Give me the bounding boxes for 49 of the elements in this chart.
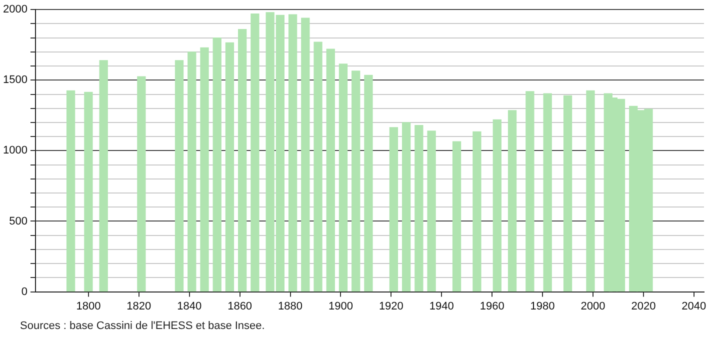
bar [137, 76, 146, 292]
bar [389, 127, 398, 292]
bar [288, 14, 298, 292]
y-tick-label: 2000 [2, 4, 28, 16]
bar [99, 60, 108, 292]
bar [452, 141, 462, 292]
y-tick-label: 0 [21, 286, 28, 298]
x-tick-label: 2040 [682, 300, 706, 312]
bar [314, 42, 322, 292]
x-tick-label: 1800 [76, 300, 101, 312]
bar [238, 29, 247, 292]
bar [427, 130, 436, 292]
source-note: Sources : base Cassini de l'EHESS et base Insee. [20, 320, 265, 332]
bar [526, 91, 534, 292]
bar [188, 52, 196, 292]
bar [414, 124, 424, 292]
x-tick-label: 1920 [378, 300, 404, 312]
x-tick-label: 1880 [278, 300, 303, 312]
bar [472, 131, 482, 292]
bar [84, 92, 93, 292]
bar [492, 119, 502, 292]
x-tick-label: 2000 [580, 300, 606, 312]
bar [301, 18, 310, 292]
x-tick-label: 1840 [177, 300, 202, 312]
bar [326, 48, 335, 292]
x-tick-label: 1980 [530, 300, 555, 312]
y-tick-label: 1000 [2, 144, 28, 157]
y-tick-label: 500 [9, 215, 28, 228]
bar [586, 90, 595, 292]
bar [543, 93, 552, 292]
bar [250, 14, 260, 292]
bar [66, 90, 76, 292]
bar [402, 122, 411, 292]
bar [338, 64, 348, 292]
y-tick-label: 1500 [2, 74, 28, 86]
x-tick-label: 1940 [429, 300, 454, 312]
bar [364, 74, 373, 292]
bar [352, 70, 360, 292]
bar [563, 95, 572, 292]
x-tick-label: 2020 [631, 300, 656, 312]
x-tick-label: 1960 [480, 300, 504, 312]
bar [508, 110, 517, 292]
bar [212, 37, 222, 292]
x-tick-label: 1820 [126, 300, 152, 312]
x-tick-label: 1900 [328, 300, 353, 312]
bar [200, 47, 209, 292]
bar [225, 42, 234, 292]
bar [174, 60, 184, 292]
x-tick-label: 1860 [228, 300, 252, 312]
